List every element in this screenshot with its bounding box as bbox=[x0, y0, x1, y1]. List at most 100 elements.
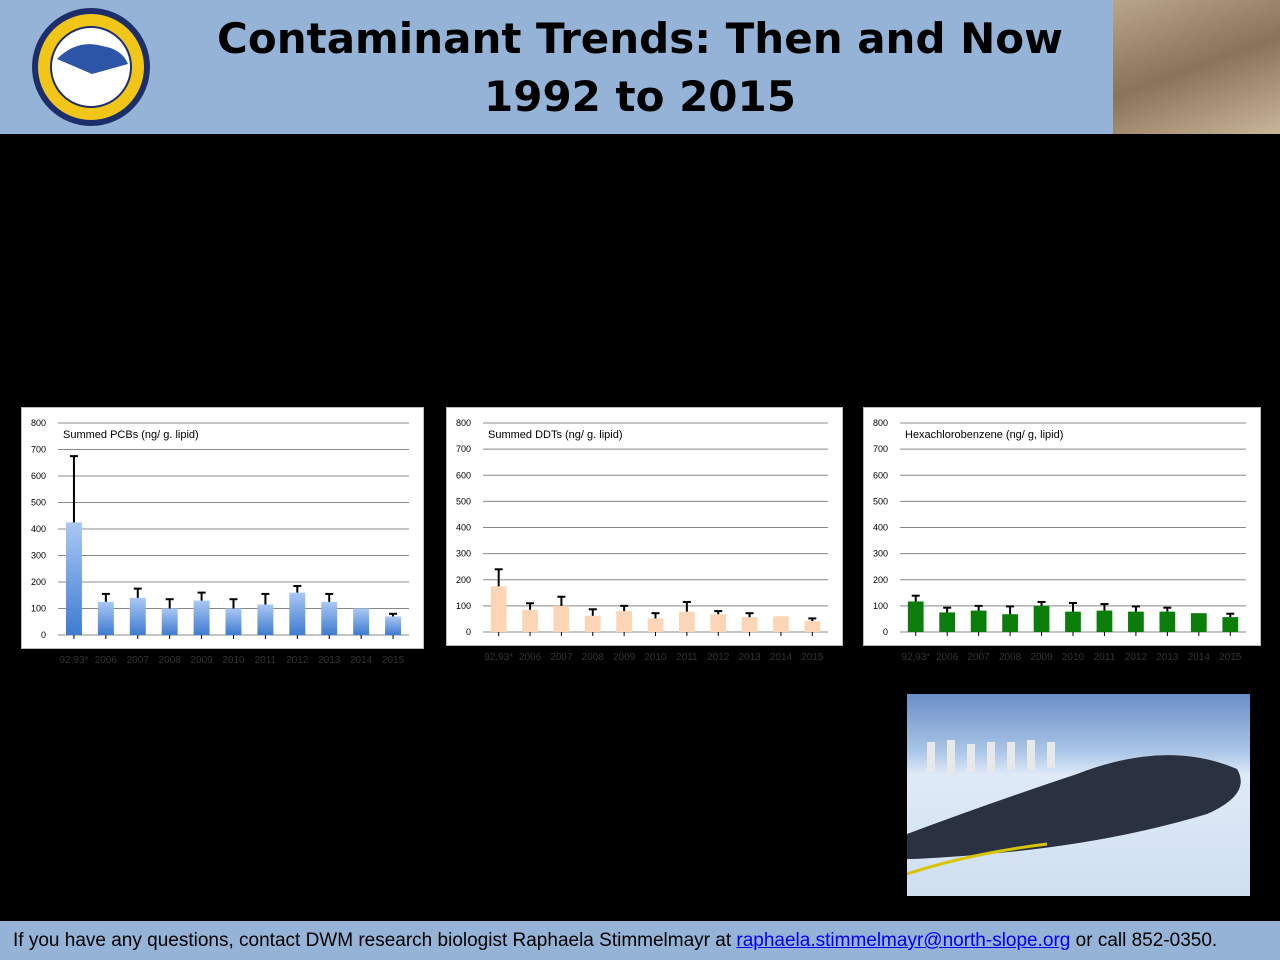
x-tick-label: 92,93* bbox=[901, 652, 930, 663]
y-tick-label: 500 bbox=[873, 496, 888, 506]
x-tick-label: 2010 bbox=[1062, 652, 1085, 663]
bar bbox=[161, 608, 178, 635]
footer-contact: If you have any questions, contact DWM r… bbox=[0, 921, 1280, 960]
x-tick-label: 2013 bbox=[318, 655, 341, 666]
x-tick-label: 2008 bbox=[999, 652, 1022, 663]
chart-hexachlorobenzene: 0 100 200 300 400 500 600 700 800 Hexachlorobenze… bbox=[863, 407, 1261, 663]
x-tick-label: 2011 bbox=[676, 652, 698, 663]
y-tick-label: 0 bbox=[41, 630, 46, 640]
x-tick-label: 2006 bbox=[95, 655, 118, 666]
bar bbox=[1002, 614, 1018, 632]
x-tick-label: 2007 bbox=[127, 655, 150, 666]
y-tick-label: 700 bbox=[873, 444, 888, 454]
y-tick-label: 700 bbox=[31, 445, 46, 455]
y-tick-label: 0 bbox=[466, 627, 471, 637]
x-tick-label: 2015 bbox=[801, 652, 824, 663]
x-tick-label: 2012 bbox=[286, 655, 309, 666]
y-tick-label: 800 bbox=[873, 418, 888, 428]
x-tick-label: 2015 bbox=[1219, 652, 1242, 663]
footer-phone-text: or call 852-0350. bbox=[1070, 930, 1218, 951]
bar bbox=[710, 614, 727, 632]
bar bbox=[385, 616, 402, 635]
x-tick-label: 2006 bbox=[519, 652, 542, 663]
y-tick-label: 400 bbox=[456, 523, 471, 533]
x-tick-label: 92,93* bbox=[484, 652, 513, 663]
y-tick-label: 200 bbox=[456, 575, 471, 585]
bar bbox=[490, 586, 507, 632]
photo-bowhead-whale-on-ice bbox=[907, 694, 1250, 896]
x-tick-label: 2015 bbox=[382, 655, 405, 666]
title-line-2: 1992 to 2015 bbox=[484, 72, 796, 121]
x-tick-label: 2012 bbox=[707, 652, 730, 663]
bar bbox=[970, 610, 987, 632]
x-tick-label: 2010 bbox=[644, 652, 667, 663]
bar bbox=[129, 597, 146, 635]
y-tick-label: 500 bbox=[31, 498, 46, 508]
chart-title: Summed DDTs (ng/ g. lipid) bbox=[488, 429, 623, 441]
bar bbox=[1033, 605, 1050, 632]
bar bbox=[1128, 611, 1144, 632]
footer-text: If you have any questions, contact DWM r… bbox=[13, 930, 737, 951]
y-tick-label: 600 bbox=[456, 470, 471, 480]
bar bbox=[65, 522, 82, 635]
x-tick-label: 2014 bbox=[770, 652, 793, 663]
bar bbox=[225, 608, 242, 635]
bar bbox=[289, 592, 306, 635]
bar bbox=[353, 608, 370, 635]
title-line-1: Contaminant Trends: Then and Now bbox=[217, 14, 1063, 63]
chart-title: Summed PCBs (ng/ g. lipid) bbox=[63, 429, 199, 441]
bar bbox=[773, 616, 789, 632]
x-tick-label: 2014 bbox=[1188, 652, 1211, 663]
x-tick-label: 2008 bbox=[159, 655, 182, 666]
x-tick-label: 2011 bbox=[1094, 652, 1116, 663]
page-title: Contaminant Trends: Then and Now 1992 to… bbox=[150, 10, 1130, 126]
y-tick-label: 700 bbox=[456, 444, 471, 454]
x-tick-label: 92,93* bbox=[59, 655, 88, 666]
bar bbox=[679, 611, 695, 632]
chart-title: Hexachlorobenzene (ng/ g, lipid) bbox=[905, 429, 1063, 441]
y-tick-label: 500 bbox=[456, 496, 471, 506]
x-tick-label: 2012 bbox=[1125, 652, 1148, 663]
bar bbox=[522, 609, 538, 632]
x-tick-label: 2013 bbox=[738, 652, 761, 663]
chart-ddts: 0 100 200 300 400 500 600 700 800 Summed DDTs (ng… bbox=[446, 407, 843, 663]
y-tick-label: 200 bbox=[31, 577, 46, 587]
y-tick-label: 300 bbox=[31, 551, 46, 561]
y-tick-label: 0 bbox=[883, 627, 888, 637]
header: Contaminant Trends: Then and Now 1992 to… bbox=[0, 0, 1280, 134]
y-tick-label: 800 bbox=[31, 418, 46, 428]
bar bbox=[321, 601, 338, 635]
bar bbox=[97, 601, 114, 635]
y-tick-label: 300 bbox=[873, 549, 888, 559]
bar bbox=[1222, 617, 1239, 632]
x-tick-label: 2009 bbox=[1030, 652, 1053, 663]
bar bbox=[616, 611, 632, 632]
x-tick-label: 2009 bbox=[613, 652, 636, 663]
bar bbox=[553, 605, 570, 632]
photo-person-processing-samples bbox=[1113, 0, 1280, 134]
bar bbox=[1190, 613, 1207, 632]
y-tick-label: 100 bbox=[873, 601, 888, 611]
x-tick-label: 2009 bbox=[190, 655, 213, 666]
x-tick-label: 2010 bbox=[222, 655, 245, 666]
bar bbox=[584, 615, 601, 632]
x-tick-label: 2006 bbox=[936, 652, 959, 663]
y-tick-label: 600 bbox=[31, 471, 46, 481]
bar bbox=[804, 621, 821, 632]
chart-pcbs: 0 100 200 300 400 500 600 700 800 Summed PCBs (ng… bbox=[21, 407, 424, 666]
x-tick-label: 2007 bbox=[550, 652, 573, 663]
email-link[interactable]: raphaela.stimmelmayr@north-slope.org bbox=[736, 930, 1071, 951]
x-tick-label: 2008 bbox=[582, 652, 605, 663]
x-tick-label: 2007 bbox=[968, 652, 991, 663]
y-tick-label: 400 bbox=[31, 524, 46, 534]
bar bbox=[741, 617, 758, 632]
bar bbox=[939, 612, 956, 632]
y-tick-label: 100 bbox=[456, 601, 471, 611]
y-tick-label: 300 bbox=[456, 549, 471, 559]
bar bbox=[1096, 610, 1113, 632]
y-tick-label: 100 bbox=[31, 604, 46, 614]
bar bbox=[257, 604, 274, 635]
y-tick-label: 600 bbox=[873, 470, 888, 480]
north-slope-borough-logo bbox=[32, 4, 150, 130]
bar bbox=[647, 618, 664, 632]
